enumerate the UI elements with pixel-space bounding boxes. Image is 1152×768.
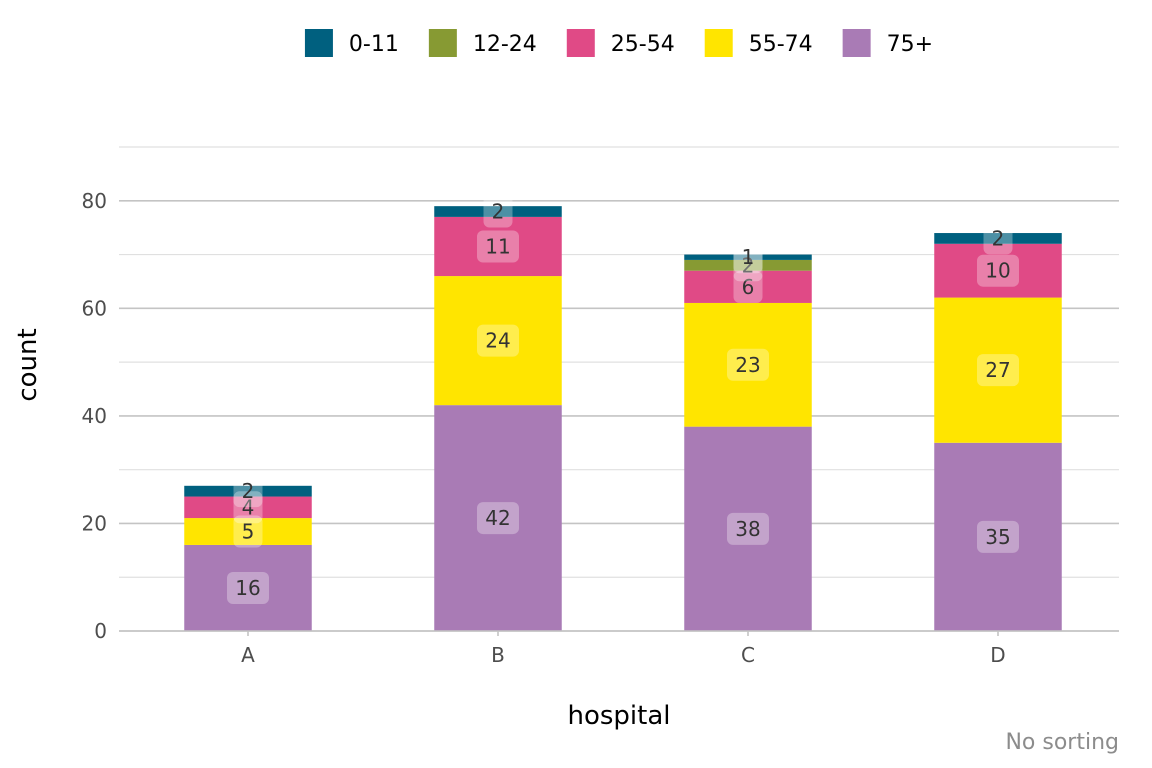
bar-segment-25-54: [434, 216, 562, 277]
y-tick-label: 60: [82, 296, 107, 320]
data-label-box: [733, 249, 763, 282]
data-label: 35: [985, 525, 1010, 549]
legend-label: 25-54: [611, 32, 675, 57]
data-label: 4: [242, 495, 255, 519]
legend-key-25-54: [566, 29, 595, 57]
x-tick-label: B: [491, 643, 505, 667]
data-label: 5: [242, 520, 255, 544]
legend-key-0-11: [304, 29, 333, 57]
bar-segment-0-11: [184, 485, 312, 497]
x-tick-label: D: [990, 643, 1005, 667]
y-tick-label: 40: [82, 404, 107, 428]
data-label-box: [233, 475, 263, 508]
data-label-box: [727, 512, 769, 545]
bars: [184, 206, 1062, 631]
data-label: 2: [492, 200, 505, 224]
bar-segment-55-74: [684, 302, 812, 427]
legend: 0-11 12-24 25-54 55-74 75+: [304, 29, 933, 57]
bar-segment-0-11: [684, 254, 812, 260]
legend-key-75+: [842, 29, 871, 57]
data-label: 27: [985, 358, 1010, 382]
legend-label: 0-11: [349, 32, 399, 57]
legend-key-12-24: [428, 29, 457, 57]
y-tick-label: 0: [94, 619, 107, 643]
data-label: 2: [242, 479, 255, 503]
data-label: 42: [485, 506, 510, 530]
axes: 0 20 40 60 80 A B C D: [82, 189, 1119, 667]
data-label-box: [733, 270, 763, 303]
bar-segment-75+: [934, 442, 1062, 631]
data-label-box: [477, 502, 519, 535]
bar-segment-75+: [434, 405, 562, 631]
data-label: 2: [992, 226, 1005, 250]
data-label: 1: [742, 245, 755, 269]
data-label-box: [727, 348, 769, 381]
y-axis-title: count: [13, 328, 43, 401]
x-tick-label: A: [241, 643, 255, 667]
data-label-box: [233, 491, 263, 524]
y-tick-label: 80: [82, 189, 107, 213]
data-label-box: [977, 254, 1019, 287]
bar-segment-0-11: [934, 233, 1062, 244]
x-tick-label: C: [741, 643, 755, 667]
data-label-box: [233, 515, 263, 548]
data-label-box: [983, 222, 1013, 255]
data-label: 24: [485, 329, 510, 353]
data-label: 2: [742, 253, 755, 277]
data-label-box: [477, 324, 519, 357]
y-tick-label: 20: [82, 511, 107, 535]
data-label: 10: [985, 259, 1010, 283]
bar-segment-55-74: [934, 297, 1062, 443]
legend-key-55-74: [704, 29, 733, 57]
bar-segment-25-54: [934, 243, 1062, 298]
bar-segment-25-54: [184, 496, 312, 519]
data-label-box: [477, 230, 519, 263]
bar-segment-25-54: [684, 270, 812, 303]
data-label-box: [733, 241, 763, 274]
x-axis-title: hospital: [567, 701, 670, 731]
legend-label: 75+: [887, 32, 933, 57]
data-label-box: [483, 195, 513, 228]
data-label: 16: [235, 576, 260, 600]
data-label-box: [977, 520, 1019, 553]
data-label: 23: [735, 353, 760, 377]
caption: No sorting: [1005, 730, 1119, 755]
data-label-box: [977, 354, 1019, 387]
bar-segment-75+: [184, 544, 312, 631]
legend-label: 55-74: [749, 32, 813, 57]
bar-segment-12-24: [684, 259, 812, 271]
legend-label: 12-24: [473, 32, 537, 57]
bar-segment-55-74: [184, 518, 312, 545]
data-label: 38: [735, 517, 760, 541]
data-label: 6: [742, 275, 755, 299]
bar-segment-75+: [684, 426, 812, 631]
data-label: 11: [485, 234, 510, 258]
data-label-box: [227, 571, 269, 604]
bar-segment-0-11: [434, 206, 562, 217]
bar-segment-55-74: [434, 276, 562, 406]
